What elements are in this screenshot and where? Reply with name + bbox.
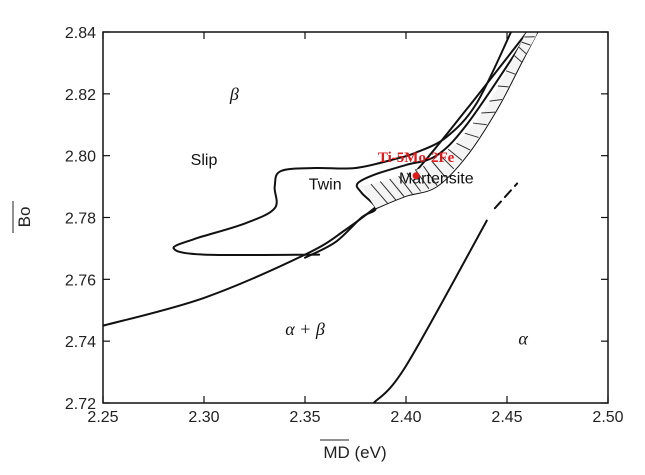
hatch-line (370, 183, 388, 204)
hatch-line (447, 148, 463, 161)
boundary-twin-lower-edge (304, 32, 529, 259)
y-tick-label: 2.82 (65, 87, 96, 104)
x-axis: 2.25 2.30 2.35 2.40 2.45 2.50 (87, 32, 624, 426)
hatch-line (481, 111, 496, 114)
hatch-line (497, 85, 509, 88)
hatch-line (472, 122, 487, 126)
y-axis-title: Bo (15, 207, 34, 228)
hatch-line (423, 165, 438, 186)
region-label-alpha_beta: α + β (285, 319, 325, 339)
x-axis-title: MD (eV) (323, 443, 386, 462)
x-tick-label: 2.25 (87, 409, 118, 426)
phase-boundaries (103, 32, 539, 403)
y-tick-label: 2.72 (65, 396, 96, 413)
boundary-alpha-boundary (372, 219, 488, 403)
hatch-line (431, 160, 446, 178)
y-tick-label: 2.78 (65, 211, 96, 228)
boundary-twin-region (172, 32, 513, 257)
hatch-line (439, 154, 455, 170)
martensite-hatching (361, 32, 538, 209)
region-label-alpha: α (518, 328, 528, 348)
hatch-line (521, 41, 531, 46)
y-tick-label: 2.84 (65, 25, 96, 42)
alloy-point-label: Ti-5Mo-2Fe (378, 150, 455, 166)
x-tick-label: 2.45 (491, 409, 522, 426)
y-axis: 2.72 2.74 2.76 2.78 2.80 2.82 2.84 (65, 25, 608, 413)
hatch-line (389, 178, 405, 197)
hatch-line (489, 99, 503, 102)
alloy-marker: Ti-5Mo-2Fe (378, 150, 455, 180)
martensite-band-fill (361, 32, 538, 209)
hatch-line (456, 142, 471, 151)
region-label-martensite: Martensite (399, 170, 474, 187)
hatch-line (514, 55, 522, 63)
hatch-line (406, 172, 422, 192)
x-tick-label: 2.50 (592, 409, 623, 426)
hatch-line (505, 70, 516, 75)
hatch-line (464, 132, 479, 138)
plot-frame (102, 31, 609, 404)
x-tick-label: 2.30 (188, 409, 219, 426)
hatch-line (398, 175, 413, 195)
region-label-beta: β (229, 84, 239, 104)
y-tick-label: 2.74 (65, 334, 96, 351)
region-label-slip: Slip (191, 152, 218, 169)
alloy-point (412, 172, 420, 180)
hatch-line (379, 181, 397, 201)
region-label-twin: Twin (309, 177, 342, 194)
boundary-alpha-boundary-dashed (493, 182, 519, 210)
y-tick-label: 2.76 (65, 272, 96, 289)
hatch-line (518, 46, 527, 54)
y-tick-label: 2.80 (65, 149, 96, 166)
x-tick-label: 2.40 (390, 409, 421, 426)
x-tick-label: 2.35 (289, 409, 320, 426)
